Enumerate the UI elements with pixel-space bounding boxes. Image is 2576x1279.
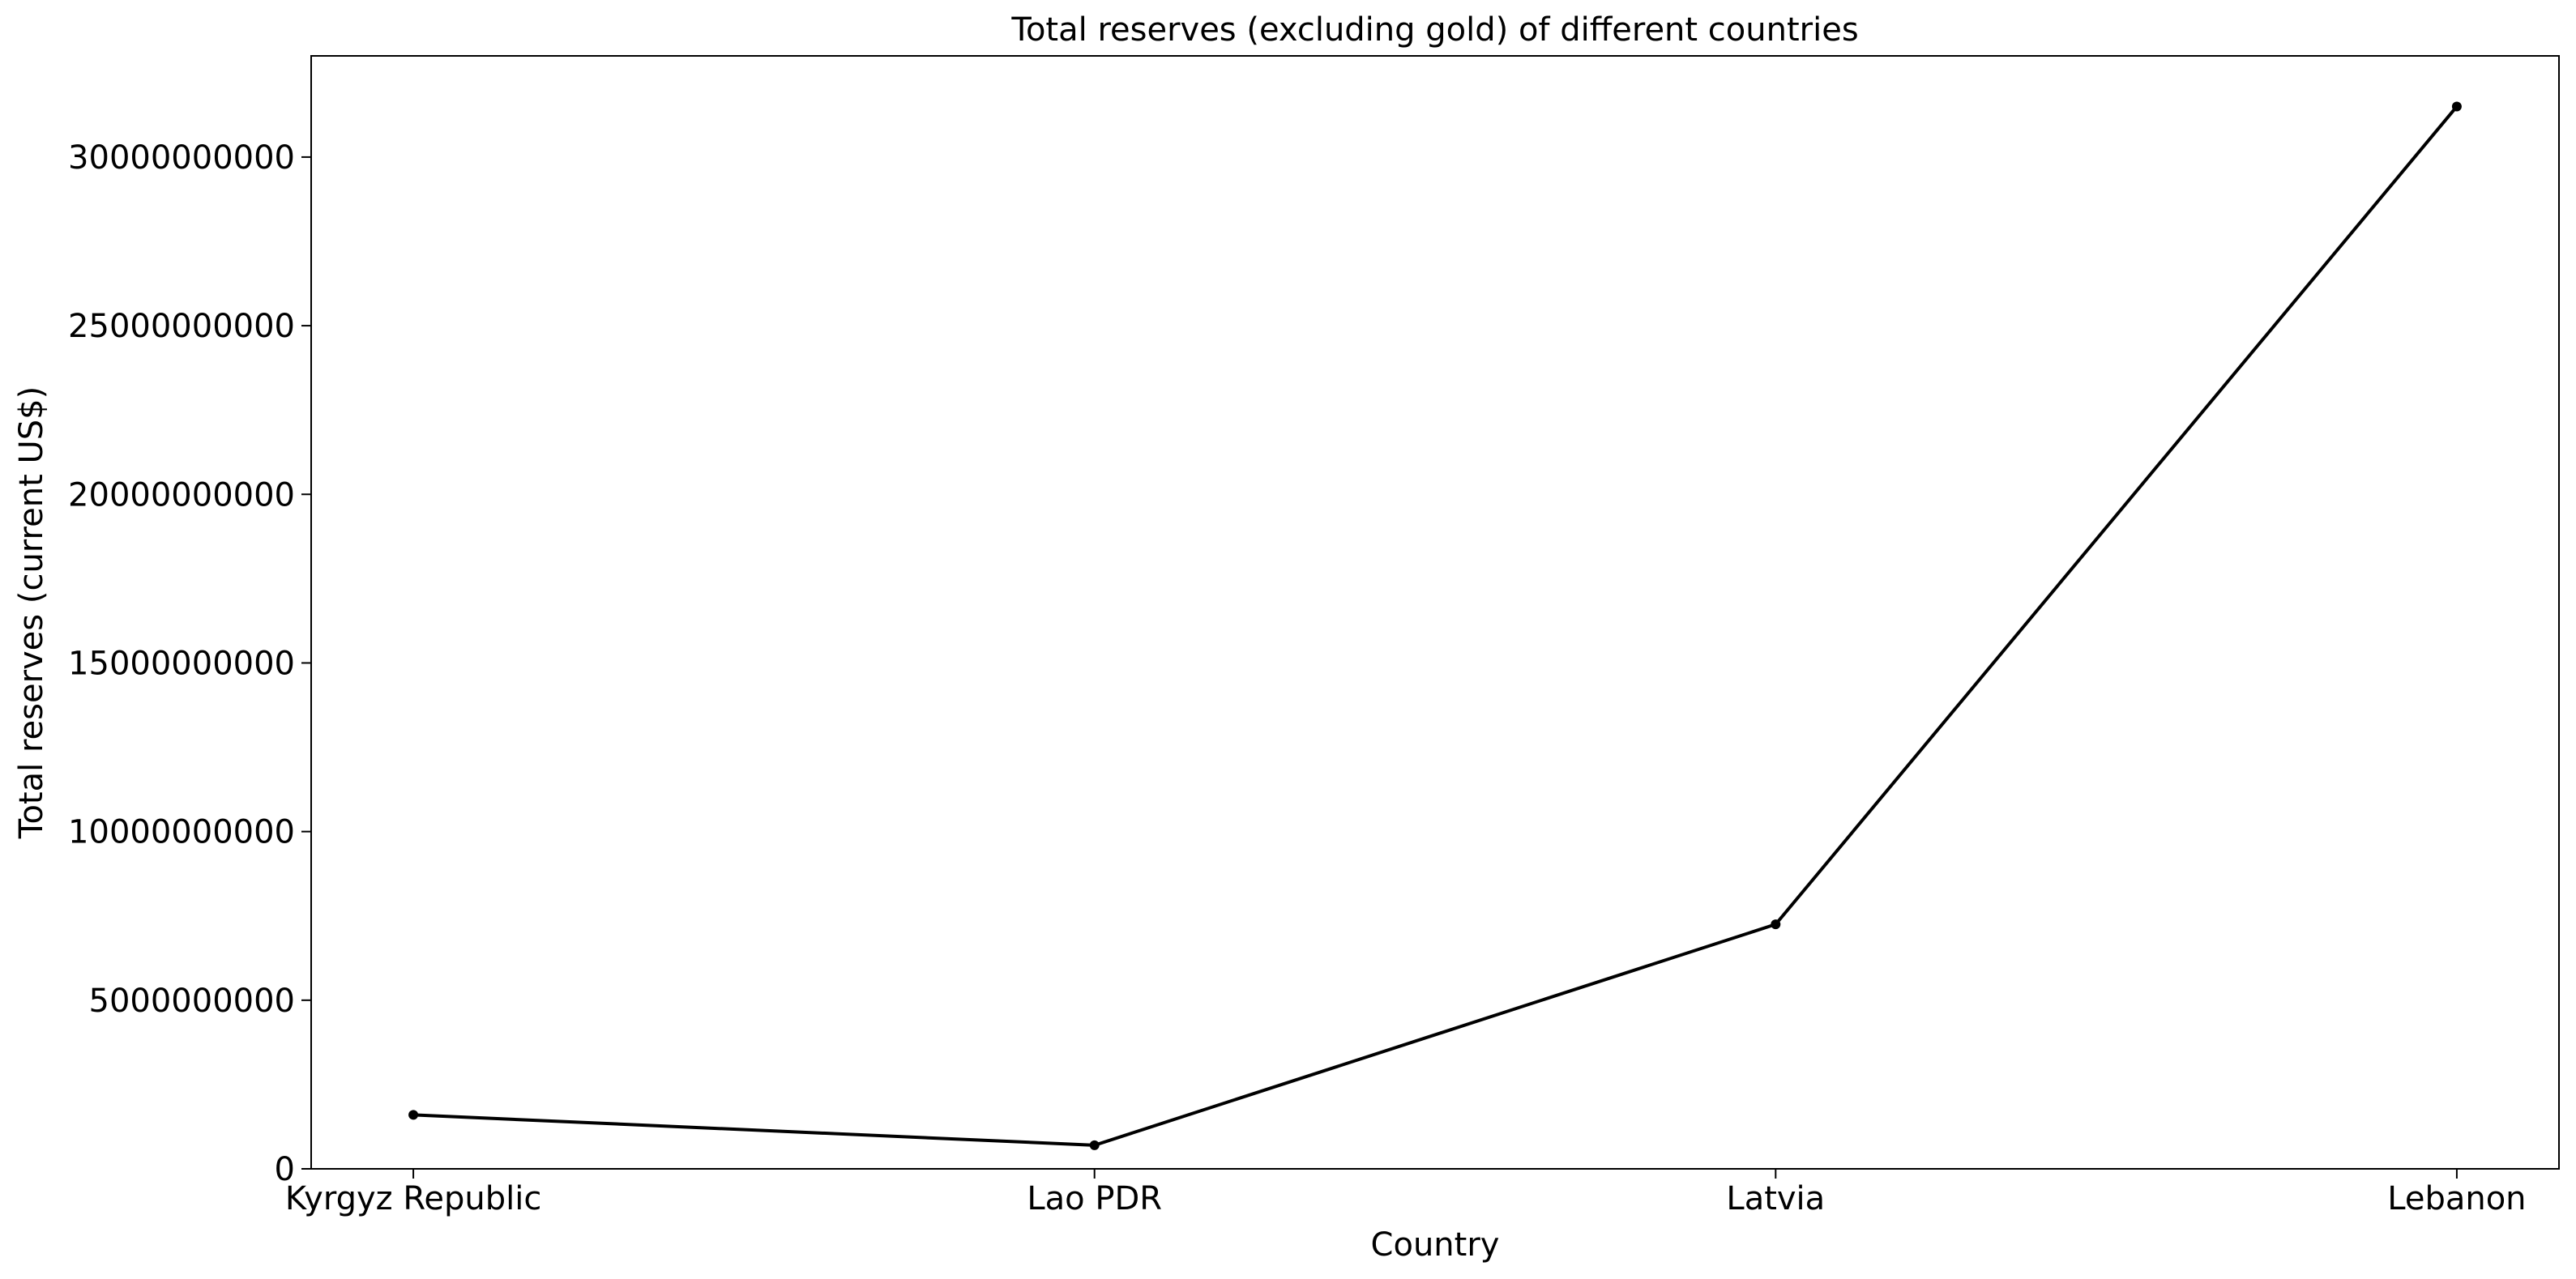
data-points xyxy=(408,101,2462,1150)
x-tick-label: Lebanon xyxy=(2387,1180,2526,1217)
x-axis-title: Country xyxy=(1371,1226,1500,1264)
y-tick-label: 30000000000 xyxy=(68,139,295,177)
y-tick-label: 10000000000 xyxy=(68,814,295,851)
x-tick-label: Kyrgyz Republic xyxy=(285,1180,541,1217)
series-line xyxy=(413,105,2459,1147)
y-axis-title: Total reserves (current US$) xyxy=(13,386,50,839)
y-axis: 0 5000000000 10000000000 15000000000 2000000… xyxy=(68,139,311,1188)
y-tick-label: 5000000000 xyxy=(89,983,296,1020)
data-point xyxy=(408,1110,419,1120)
x-tick-label: Latvia xyxy=(1726,1180,1825,1217)
x-axis: Kyrgyz Republic Lao PDR Latvia Lebanon xyxy=(285,1169,2527,1217)
plot-area-frame xyxy=(310,55,2560,1170)
data-point xyxy=(1771,919,1781,930)
data-point xyxy=(2451,101,2462,112)
y-tick-label: 15000000000 xyxy=(68,645,295,682)
data-point xyxy=(1089,1140,1100,1150)
y-tick-label: 0 xyxy=(275,1151,295,1188)
x-tick-label: Lao PDR xyxy=(1027,1180,1162,1217)
y-tick-label: 25000000000 xyxy=(68,308,295,345)
chart-title: Total reserves (excluding gold) of diffe… xyxy=(1010,11,1858,49)
y-tick-label: 20000000000 xyxy=(68,476,295,514)
